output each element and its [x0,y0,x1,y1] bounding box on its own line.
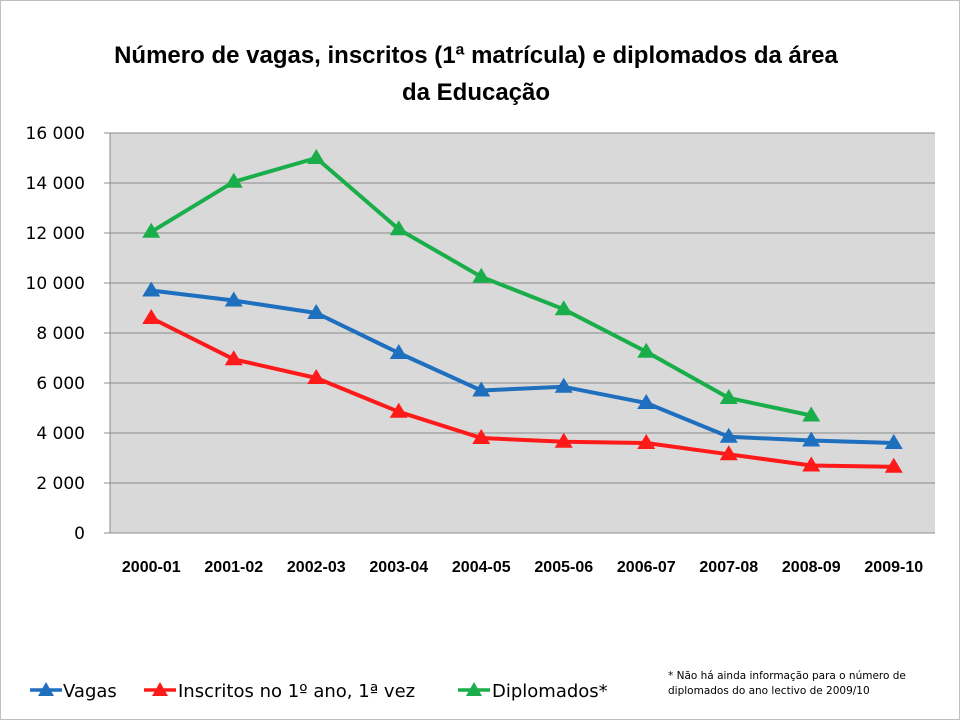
x-axis: 2000-01 2001-02 2002-03 2003-04 2004-05 2005-… [110,532,935,576]
x-tick-label: 2008-09 [782,559,841,576]
y-tick-label: 12 000 [26,224,85,244]
series-3-point [224,172,243,188]
series-3-point [307,149,326,164]
series-2-point [554,432,573,448]
series-3-point [719,389,738,404]
series-2-point [307,369,326,384]
y-tick-label: 4 000 [36,424,85,444]
footnote-line-2: diplomados do ano lectivo de 2009/10 [668,685,870,697]
series-1-point [307,304,326,319]
series-1-point [802,431,821,447]
series-2-line [150,316,894,469]
chart-title-line-2: da Educação [402,79,550,106]
series-3-point [802,406,821,422]
x-tick-label: 2004-05 [452,559,511,576]
series-1-point [637,394,656,409]
x-tick-label: 2003-04 [369,559,428,576]
x-tick-label: 2001-02 [204,559,263,576]
y-tick-label: 8 000 [36,324,85,344]
legend-marker-diplomados [466,682,482,696]
x-tick-label: 2000-01 [122,559,181,576]
series-1-point [472,381,491,397]
y-tick-label: 2 000 [36,474,85,494]
series-2-point [637,434,656,449]
chart-title-line-1: Número de vagas, inscritos (1ª matrícula… [114,42,838,69]
y-axis: 0 2 000 4 000 6 000 8 000 10 000 12 000 14 000 1… [26,124,111,544]
series-3 [142,149,821,422]
series-1-point [719,427,738,443]
legend-item-diplomados[interactable]: Diplomados* [458,681,608,702]
x-tick-label: 2006-07 [617,559,676,576]
series-2-point [142,309,161,324]
legend: Vagas Inscritos no 1º ano, 1ª vez Diplom… [30,681,608,702]
series-1 [142,281,903,449]
series-2-point [389,402,408,418]
series-3-point [554,300,573,316]
legend-marker-vagas [38,682,54,696]
series-2-point [472,429,491,444]
x-tick-label: 2005-06 [534,559,593,576]
series-3-point [142,222,161,238]
x-tick-label: 2007-08 [699,559,758,576]
y-tick-label: 14 000 [26,174,85,194]
series-3-point [472,267,491,283]
series-group [142,149,903,473]
x-tick-label: 2002-03 [287,559,346,576]
series-1-line [151,288,894,445]
series-2 [142,309,903,473]
y-tick-label: 0 [74,524,85,544]
series-2-point [224,350,243,366]
series-1-point [554,377,573,393]
series-2-point [884,457,903,473]
y-tick-label: 16 000 [26,124,85,144]
series-1-point [142,281,161,297]
series-3-point [637,342,656,358]
series-2-point [719,445,738,461]
legend-marker-inscritos [152,682,168,696]
series-1-point [389,344,408,359]
series-3-point [389,220,408,236]
series-1-point [224,291,243,307]
y-tick-label: 10 000 [26,274,85,294]
gridlines [110,132,935,534]
series-1-point [884,434,903,449]
y-tick-label: 6 000 [36,374,85,394]
legend-label-inscritos: Inscritos no 1º ano, 1ª vez [178,681,415,702]
legend-item-inscritos[interactable]: Inscritos no 1º ano, 1ª vez [144,681,415,702]
series-2-point [802,456,821,472]
legend-label-vagas: Vagas [63,681,117,702]
legend-item-vagas[interactable]: Vagas [30,681,117,702]
footnote-line-1: * Não há ainda informação para o número … [668,670,906,682]
legend-label-diplomados: Diplomados* [492,681,608,702]
x-tick-label: 2009-10 [864,559,923,576]
